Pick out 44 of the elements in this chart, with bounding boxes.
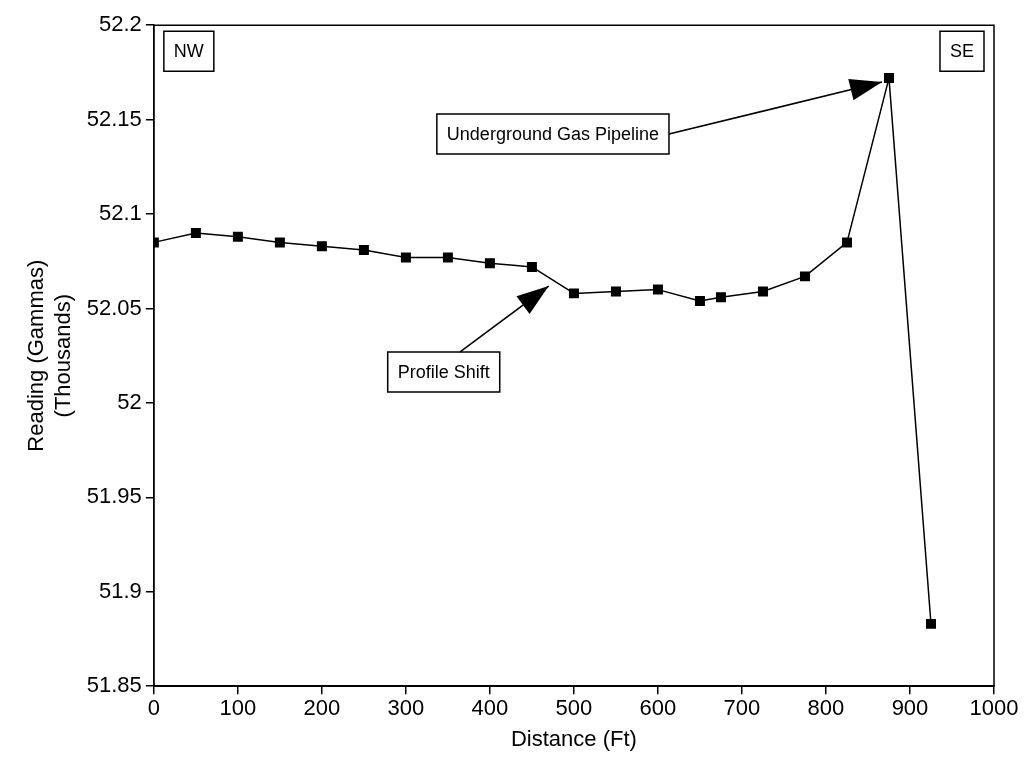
- point: [841, 237, 852, 248]
- point: [799, 271, 810, 282]
- point: [694, 295, 705, 306]
- annotation: SE: [949, 41, 974, 62]
- y-tick-label: 52.1: [99, 200, 142, 226]
- y-tick-label: 52: [117, 388, 142, 414]
- x-tick-label: 0: [147, 695, 160, 721]
- point: [274, 237, 285, 248]
- x-tick-label: 900: [891, 695, 929, 721]
- point: [232, 231, 243, 242]
- y-tick-label: 52.05: [86, 294, 142, 320]
- y-tick-label: 51.85: [86, 672, 142, 698]
- x-tick-label: 200: [303, 695, 341, 721]
- point: [652, 284, 663, 295]
- point: [400, 252, 411, 263]
- point: [316, 241, 327, 252]
- x-tick-label: 400: [471, 695, 509, 721]
- point: [610, 286, 621, 297]
- x-tick-label: 100: [219, 695, 257, 721]
- y-tick-label: 51.9: [99, 577, 142, 603]
- point: [568, 288, 579, 299]
- x-tick-label: 300: [387, 695, 425, 721]
- x-tick-label: 800: [807, 695, 845, 721]
- point: [442, 252, 453, 263]
- y-tick-label: 52.2: [99, 11, 142, 37]
- y-tick-label: 52.15: [86, 105, 142, 131]
- annotation: NW: [173, 41, 204, 62]
- y-axis-title: Reading (Gammas) (Thousands): [23, 259, 75, 452]
- point: [526, 261, 537, 272]
- point: [883, 73, 894, 84]
- annotation: Underground Gas Pipeline: [446, 124, 659, 145]
- x-tick-label: 700: [723, 695, 761, 721]
- point: [190, 227, 201, 238]
- x-tick-label: 1000: [969, 695, 1019, 721]
- x-axis-title: Distance (Ft): [510, 725, 637, 751]
- x-tick-label: 500: [555, 695, 593, 721]
- point: [715, 292, 726, 303]
- point: [757, 286, 768, 297]
- point: [926, 618, 936, 629]
- point: [358, 244, 369, 255]
- annotation: Profile Shift: [397, 362, 490, 383]
- point: [484, 258, 495, 269]
- x-tick-label: 600: [639, 695, 677, 721]
- y-tick-label: 51.95: [86, 483, 142, 509]
